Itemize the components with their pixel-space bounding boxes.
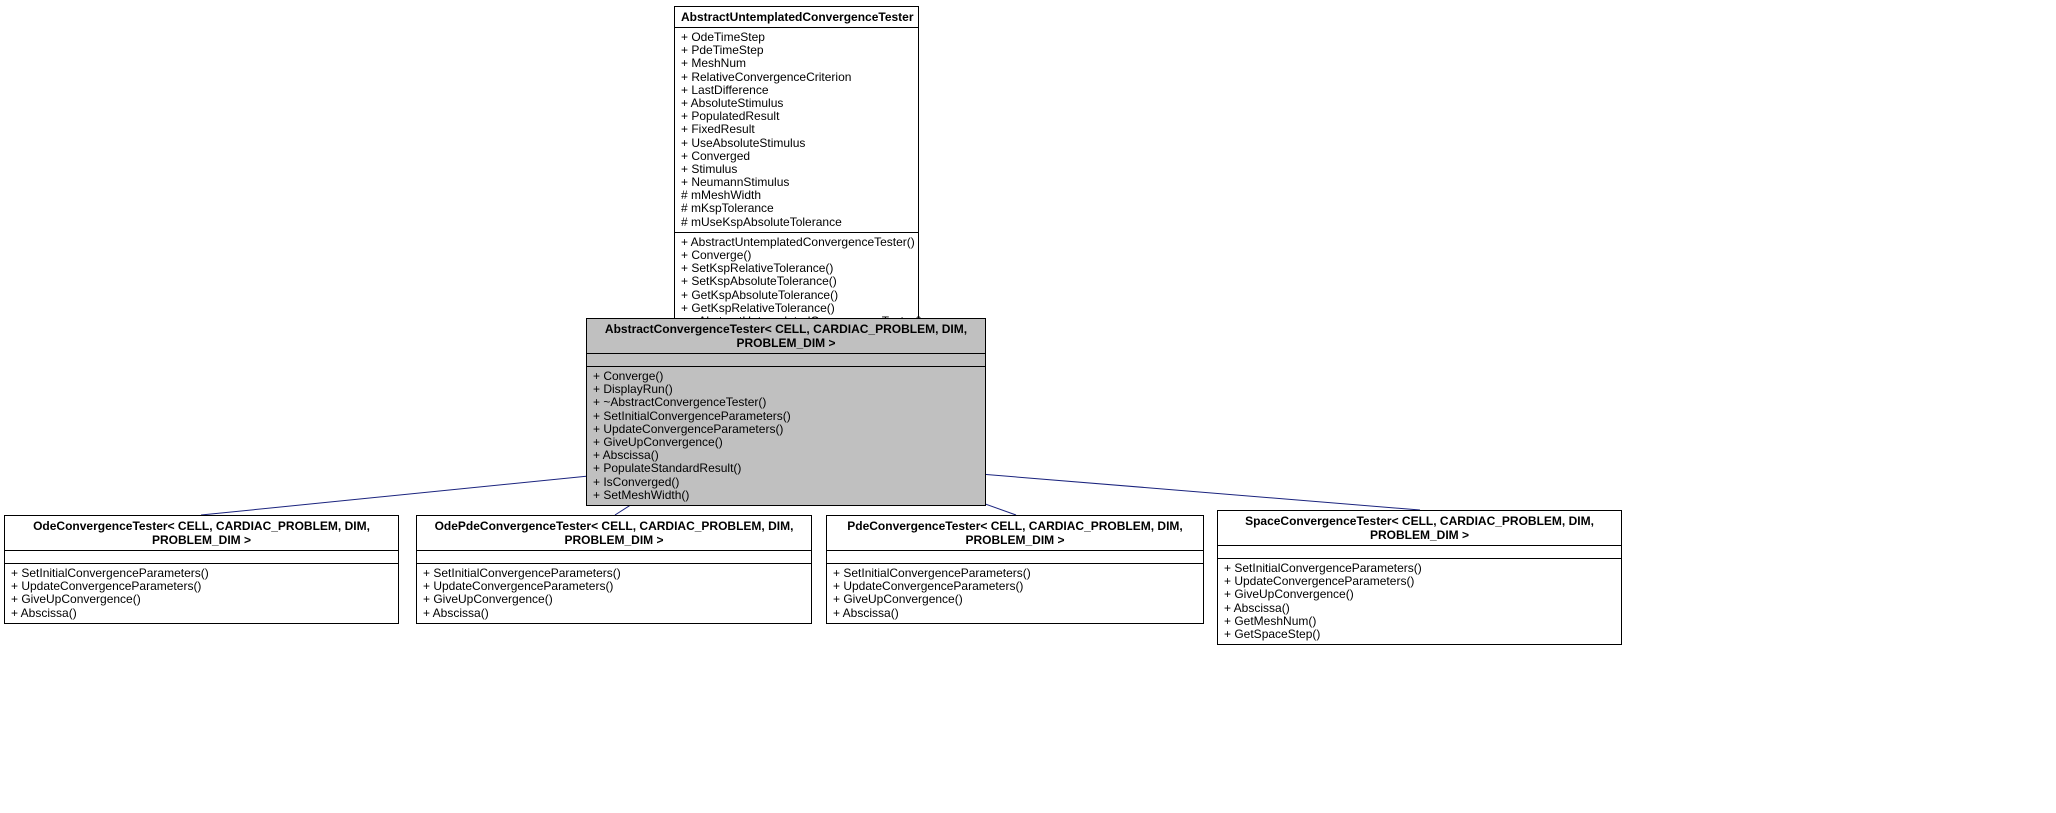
member-row: + Converged — [681, 150, 912, 163]
member-row: + LastDifference — [681, 84, 912, 97]
member-row: + FixedResult — [681, 123, 912, 136]
member-row: + IsConverged() — [593, 476, 979, 489]
member-row: # mUseKspAbsoluteTolerance — [681, 216, 912, 229]
class-title: OdeConvergenceTester< CELL, CARDIAC_PROB… — [5, 516, 398, 551]
class-odepde-convergence-tester[interactable]: OdePdeConvergenceTester< CELL, CARDIAC_P… — [416, 515, 812, 624]
member-row: + ~AbstractConvergenceTester() — [593, 396, 979, 409]
class-methods: + AbstractUntemplatedConvergenceTester()… — [675, 233, 918, 331]
member-row: + Abscissa() — [423, 607, 805, 620]
class-fields — [5, 551, 398, 564]
member-row: + Abscissa() — [833, 607, 1197, 620]
class-pde-convergence-tester[interactable]: PdeConvergenceTester< CELL, CARDIAC_PROB… — [826, 515, 1204, 624]
member-row: + UpdateConvergenceParameters() — [593, 423, 979, 436]
member-row: + GiveUpConvergence() — [423, 593, 805, 606]
member-row: + SetKspAbsoluteTolerance() — [681, 275, 912, 288]
class-space-convergence-tester[interactable]: SpaceConvergenceTester< CELL, CARDIAC_PR… — [1217, 510, 1622, 645]
class-abstract-convergence-tester[interactable]: AbstractConvergenceTester< CELL, CARDIAC… — [586, 318, 986, 506]
member-row: + GetMeshNum() — [1224, 615, 1615, 628]
class-abstract-untemplated-convergence-tester[interactable]: AbstractUntemplatedConvergenceTester + O… — [674, 6, 919, 332]
class-fields — [587, 354, 985, 367]
member-row: # mKspTolerance — [681, 202, 912, 215]
class-methods: + SetInitialConvergenceParameters()+ Upd… — [417, 564, 811, 623]
class-fields — [1218, 546, 1621, 559]
member-row: + Abscissa() — [11, 607, 392, 620]
member-row: + UseAbsoluteStimulus — [681, 137, 912, 150]
member-row: + RelativeConvergenceCriterion — [681, 71, 912, 84]
class-ode-convergence-tester[interactable]: OdeConvergenceTester< CELL, CARDIAC_PROB… — [4, 515, 399, 624]
member-row: + GiveUpConvergence() — [11, 593, 392, 606]
class-methods: + SetInitialConvergenceParameters()+ Upd… — [5, 564, 398, 623]
class-title: AbstractConvergenceTester< CELL, CARDIAC… — [587, 319, 985, 354]
class-fields: + OdeTimeStep+ PdeTimeStep+ MeshNum+ Rel… — [675, 28, 918, 233]
member-row: + GetKspAbsoluteTolerance() — [681, 289, 912, 302]
member-row: + Abscissa() — [1224, 602, 1615, 615]
member-row: + GiveUpConvergence() — [833, 593, 1197, 606]
class-title: AbstractUntemplatedConvergenceTester — [675, 7, 918, 28]
member-row: + PopulateStandardResult() — [593, 462, 979, 475]
class-title: SpaceConvergenceTester< CELL, CARDIAC_PR… — [1218, 511, 1621, 546]
class-methods: + Converge()+ DisplayRun()+ ~AbstractCon… — [587, 367, 985, 505]
member-row: + GetSpaceStep() — [1224, 628, 1615, 641]
member-row: + GiveUpConvergence() — [1224, 588, 1615, 601]
member-row: + MeshNum — [681, 57, 912, 70]
class-title: PdeConvergenceTester< CELL, CARDIAC_PROB… — [827, 516, 1203, 551]
uml-canvas: AbstractUntemplatedConvergenceTester + O… — [0, 0, 2056, 813]
member-row: + SetInitialConvergenceParameters() — [593, 410, 979, 423]
class-methods: + SetInitialConvergenceParameters()+ Upd… — [827, 564, 1203, 623]
class-fields — [827, 551, 1203, 564]
member-row: + GetKspRelativeTolerance() — [681, 302, 912, 315]
class-fields — [417, 551, 811, 564]
class-methods: + SetInitialConvergenceParameters()+ Upd… — [1218, 559, 1621, 644]
edge-layer — [0, 0, 2056, 813]
member-row: + SetMeshWidth() — [593, 489, 979, 502]
class-title: OdePdeConvergenceTester< CELL, CARDIAC_P… — [417, 516, 811, 551]
